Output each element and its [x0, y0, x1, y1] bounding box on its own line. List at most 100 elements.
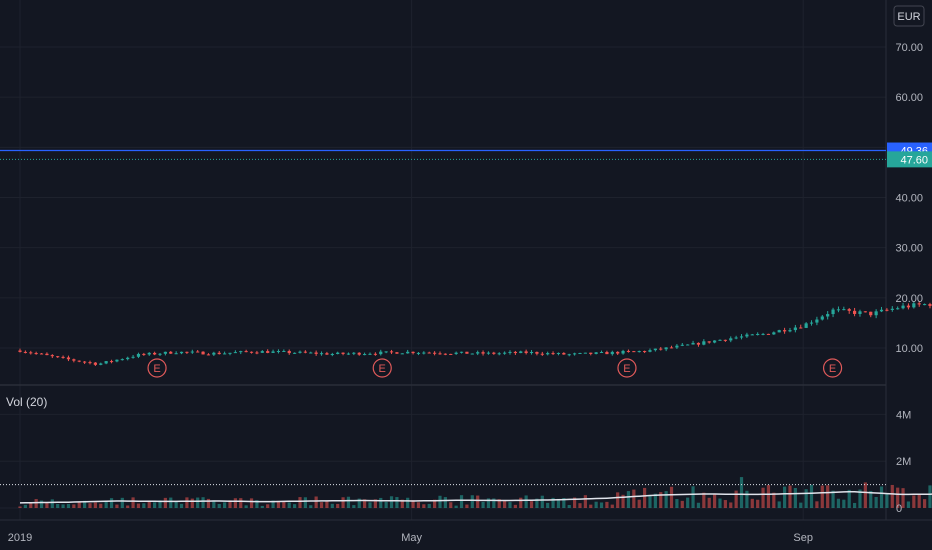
- candle-body: [782, 330, 787, 332]
- volume-bar: [303, 497, 307, 508]
- candle-body: [492, 352, 496, 354]
- candle-body: [260, 351, 264, 353]
- candle-body: [50, 355, 54, 357]
- candle-body: [535, 351, 539, 354]
- volume-ma-line: [19, 490, 932, 504]
- volume-bar: [777, 501, 781, 508]
- earnings-event-label: E: [623, 363, 630, 375]
- candle-body: [196, 351, 200, 353]
- volume-bar: [153, 502, 157, 508]
- drawings[interactable]: 1234: [0, 77, 932, 313]
- volume-bar: [669, 486, 674, 508]
- candle-body: [212, 352, 216, 355]
- volume-bar: [244, 505, 248, 508]
- volume-bar: [239, 498, 243, 508]
- volume-bar: [718, 498, 722, 508]
- volume-bar: [691, 486, 695, 508]
- candle-body: [287, 350, 291, 354]
- candle-body: [632, 351, 636, 353]
- candle-body: [66, 357, 71, 360]
- volume-bar: [470, 495, 474, 508]
- candle-body: [459, 351, 464, 353]
- candle-body: [109, 361, 114, 363]
- volume-bar: [282, 501, 286, 508]
- volume-bar: [890, 484, 894, 508]
- volume-bar: [562, 498, 566, 508]
- candle-body: [718, 339, 722, 341]
- volume-bar: [842, 499, 846, 508]
- volume-indicator-label[interactable]: Vol (20): [6, 395, 47, 409]
- candle-body: [702, 341, 706, 345]
- price-pane[interactable]: [0, 0, 886, 384]
- volume-bar: [605, 501, 609, 508]
- candle-body: [454, 352, 458, 354]
- volume-bar: [66, 504, 71, 508]
- price-tick-label: 30.00: [895, 243, 923, 255]
- volume-bar: [659, 492, 663, 508]
- volume-bar: [18, 506, 22, 508]
- volume-bar: [373, 499, 377, 508]
- volume-bar: [820, 485, 824, 508]
- volume-bar: [433, 499, 437, 508]
- candle-body: [513, 351, 517, 354]
- volume-bar: [293, 504, 297, 508]
- candle-body: [395, 352, 399, 354]
- currency-badge[interactable]: [893, 5, 925, 27]
- candle-body: [314, 352, 318, 354]
- candle-body: [793, 327, 797, 331]
- candle-body: [664, 347, 668, 350]
- volume-bar: [260, 505, 264, 508]
- candle-body: [847, 309, 851, 311]
- candle-body: [820, 316, 824, 320]
- candle-body: [508, 351, 512, 353]
- earnings-event-marker: [372, 358, 392, 378]
- volume-bar: [643, 487, 647, 508]
- volume-bar: [23, 504, 27, 508]
- volume-pane[interactable]: [0, 386, 886, 520]
- candle-body: [449, 353, 453, 355]
- volume-bar: [217, 503, 221, 508]
- volume-bar: [120, 497, 124, 508]
- candle-body: [643, 351, 647, 353]
- time-tick-label: May: [401, 532, 422, 544]
- volume-bar: [508, 502, 512, 508]
- volume-bar: [551, 497, 555, 508]
- candle-body: [271, 351, 275, 353]
- volume-axis-ticks: 0 2M 4M: [896, 409, 911, 515]
- volume-bar: [664, 491, 668, 508]
- volume-bar: [675, 499, 679, 508]
- candle-body: [158, 353, 162, 355]
- volume-bar: [223, 502, 227, 508]
- volume-tick-label: 4M: [896, 409, 911, 421]
- volume-bar: [874, 496, 878, 508]
- volume-bar: [99, 503, 103, 508]
- candle-body: [465, 351, 469, 354]
- candle-body: [427, 352, 431, 354]
- candle-body: [605, 351, 609, 355]
- earnings-events[interactable]: EEEEEE: [147, 358, 932, 378]
- volume-bar: [497, 499, 501, 508]
- candle-body: [772, 332, 776, 335]
- volume-bar: [147, 500, 151, 508]
- candle-body: [858, 311, 862, 314]
- candle-body: [174, 353, 178, 355]
- candle-body: [777, 330, 781, 333]
- volume-bar: [583, 495, 587, 508]
- volume-bar: [45, 503, 49, 508]
- volume-bar: [869, 490, 873, 508]
- volume-bar: [190, 498, 194, 508]
- volume-bar: [363, 499, 367, 508]
- volume-bar: [276, 501, 281, 508]
- price-axis-pane[interactable]: [886, 0, 932, 520]
- candle-body: [346, 353, 351, 355]
- candle-body: [266, 351, 270, 353]
- candle-body: [223, 353, 227, 355]
- candle-body: [99, 363, 103, 365]
- candle-body: [804, 323, 808, 328]
- candle-body: [352, 352, 356, 354]
- candle-body: [282, 350, 286, 352]
- volume-bar: [34, 499, 38, 508]
- volume-bar: [906, 501, 911, 508]
- candle-body: [573, 353, 577, 355]
